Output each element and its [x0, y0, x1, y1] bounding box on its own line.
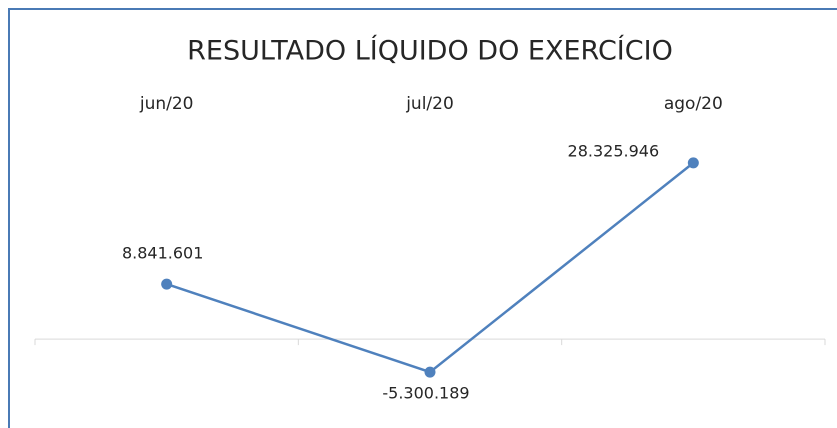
x-tick-label: jul/20 [405, 94, 454, 114]
data-label: 28.325.946 [568, 141, 660, 160]
data-point [161, 278, 173, 290]
x-tick-label: ago/20 [664, 94, 723, 114]
data-label: -5.300.189 [382, 384, 469, 403]
data-label: 8.841.601 [122, 244, 203, 263]
chart-title: RESULTADO LÍQUIDO DO EXERCÍCIO [187, 35, 673, 67]
series-line [166, 161, 695, 374]
data-point [687, 157, 699, 169]
chart-border [8, 8, 837, 428]
x-tick-label: jun/20 [139, 94, 194, 114]
data-point [424, 366, 436, 378]
